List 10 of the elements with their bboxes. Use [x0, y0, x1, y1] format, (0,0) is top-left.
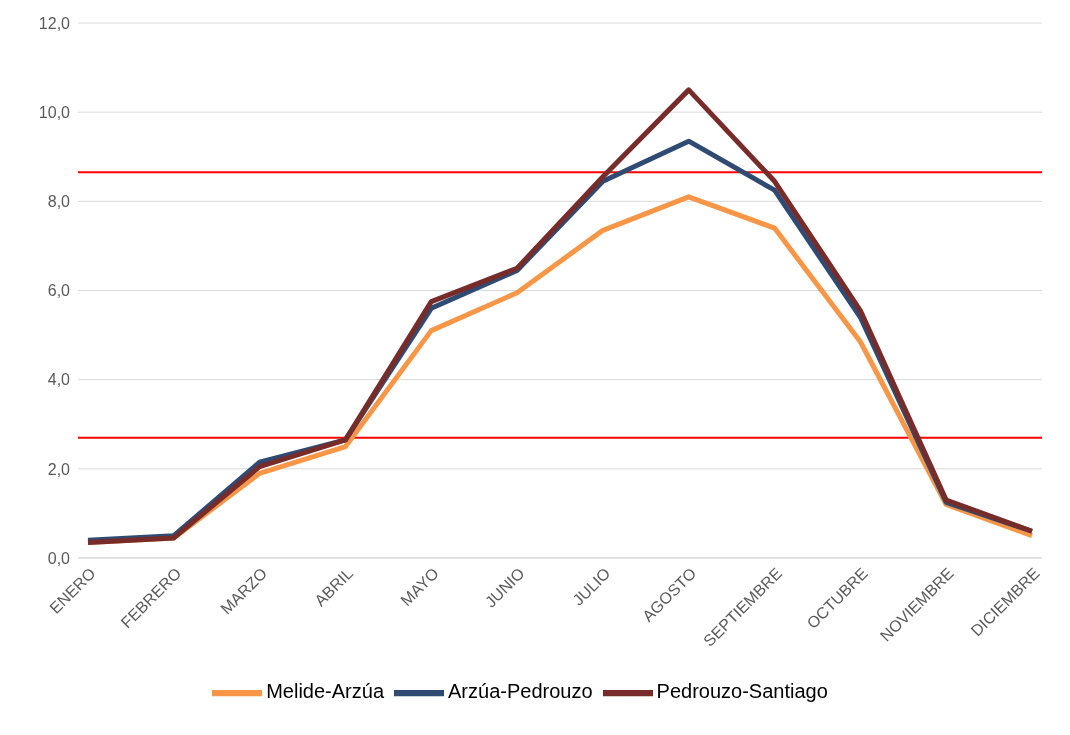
legend-label: Arzúa-Pedrouzo [448, 680, 593, 703]
y-tick-label: 4,0 [47, 371, 71, 389]
legend-label: Pedrouzo-Santiago [656, 680, 828, 703]
y-tick-label: 2,0 [47, 460, 71, 478]
legend-label: Melide-Arzúa [266, 680, 385, 703]
y-tick-label: 8,0 [47, 193, 71, 211]
y-tick-label: 0,0 [47, 549, 71, 567]
y-tick-label: 6,0 [47, 282, 71, 300]
y-tick-label: 10,0 [38, 103, 71, 121]
y-tick-label: 12,0 [38, 14, 71, 32]
